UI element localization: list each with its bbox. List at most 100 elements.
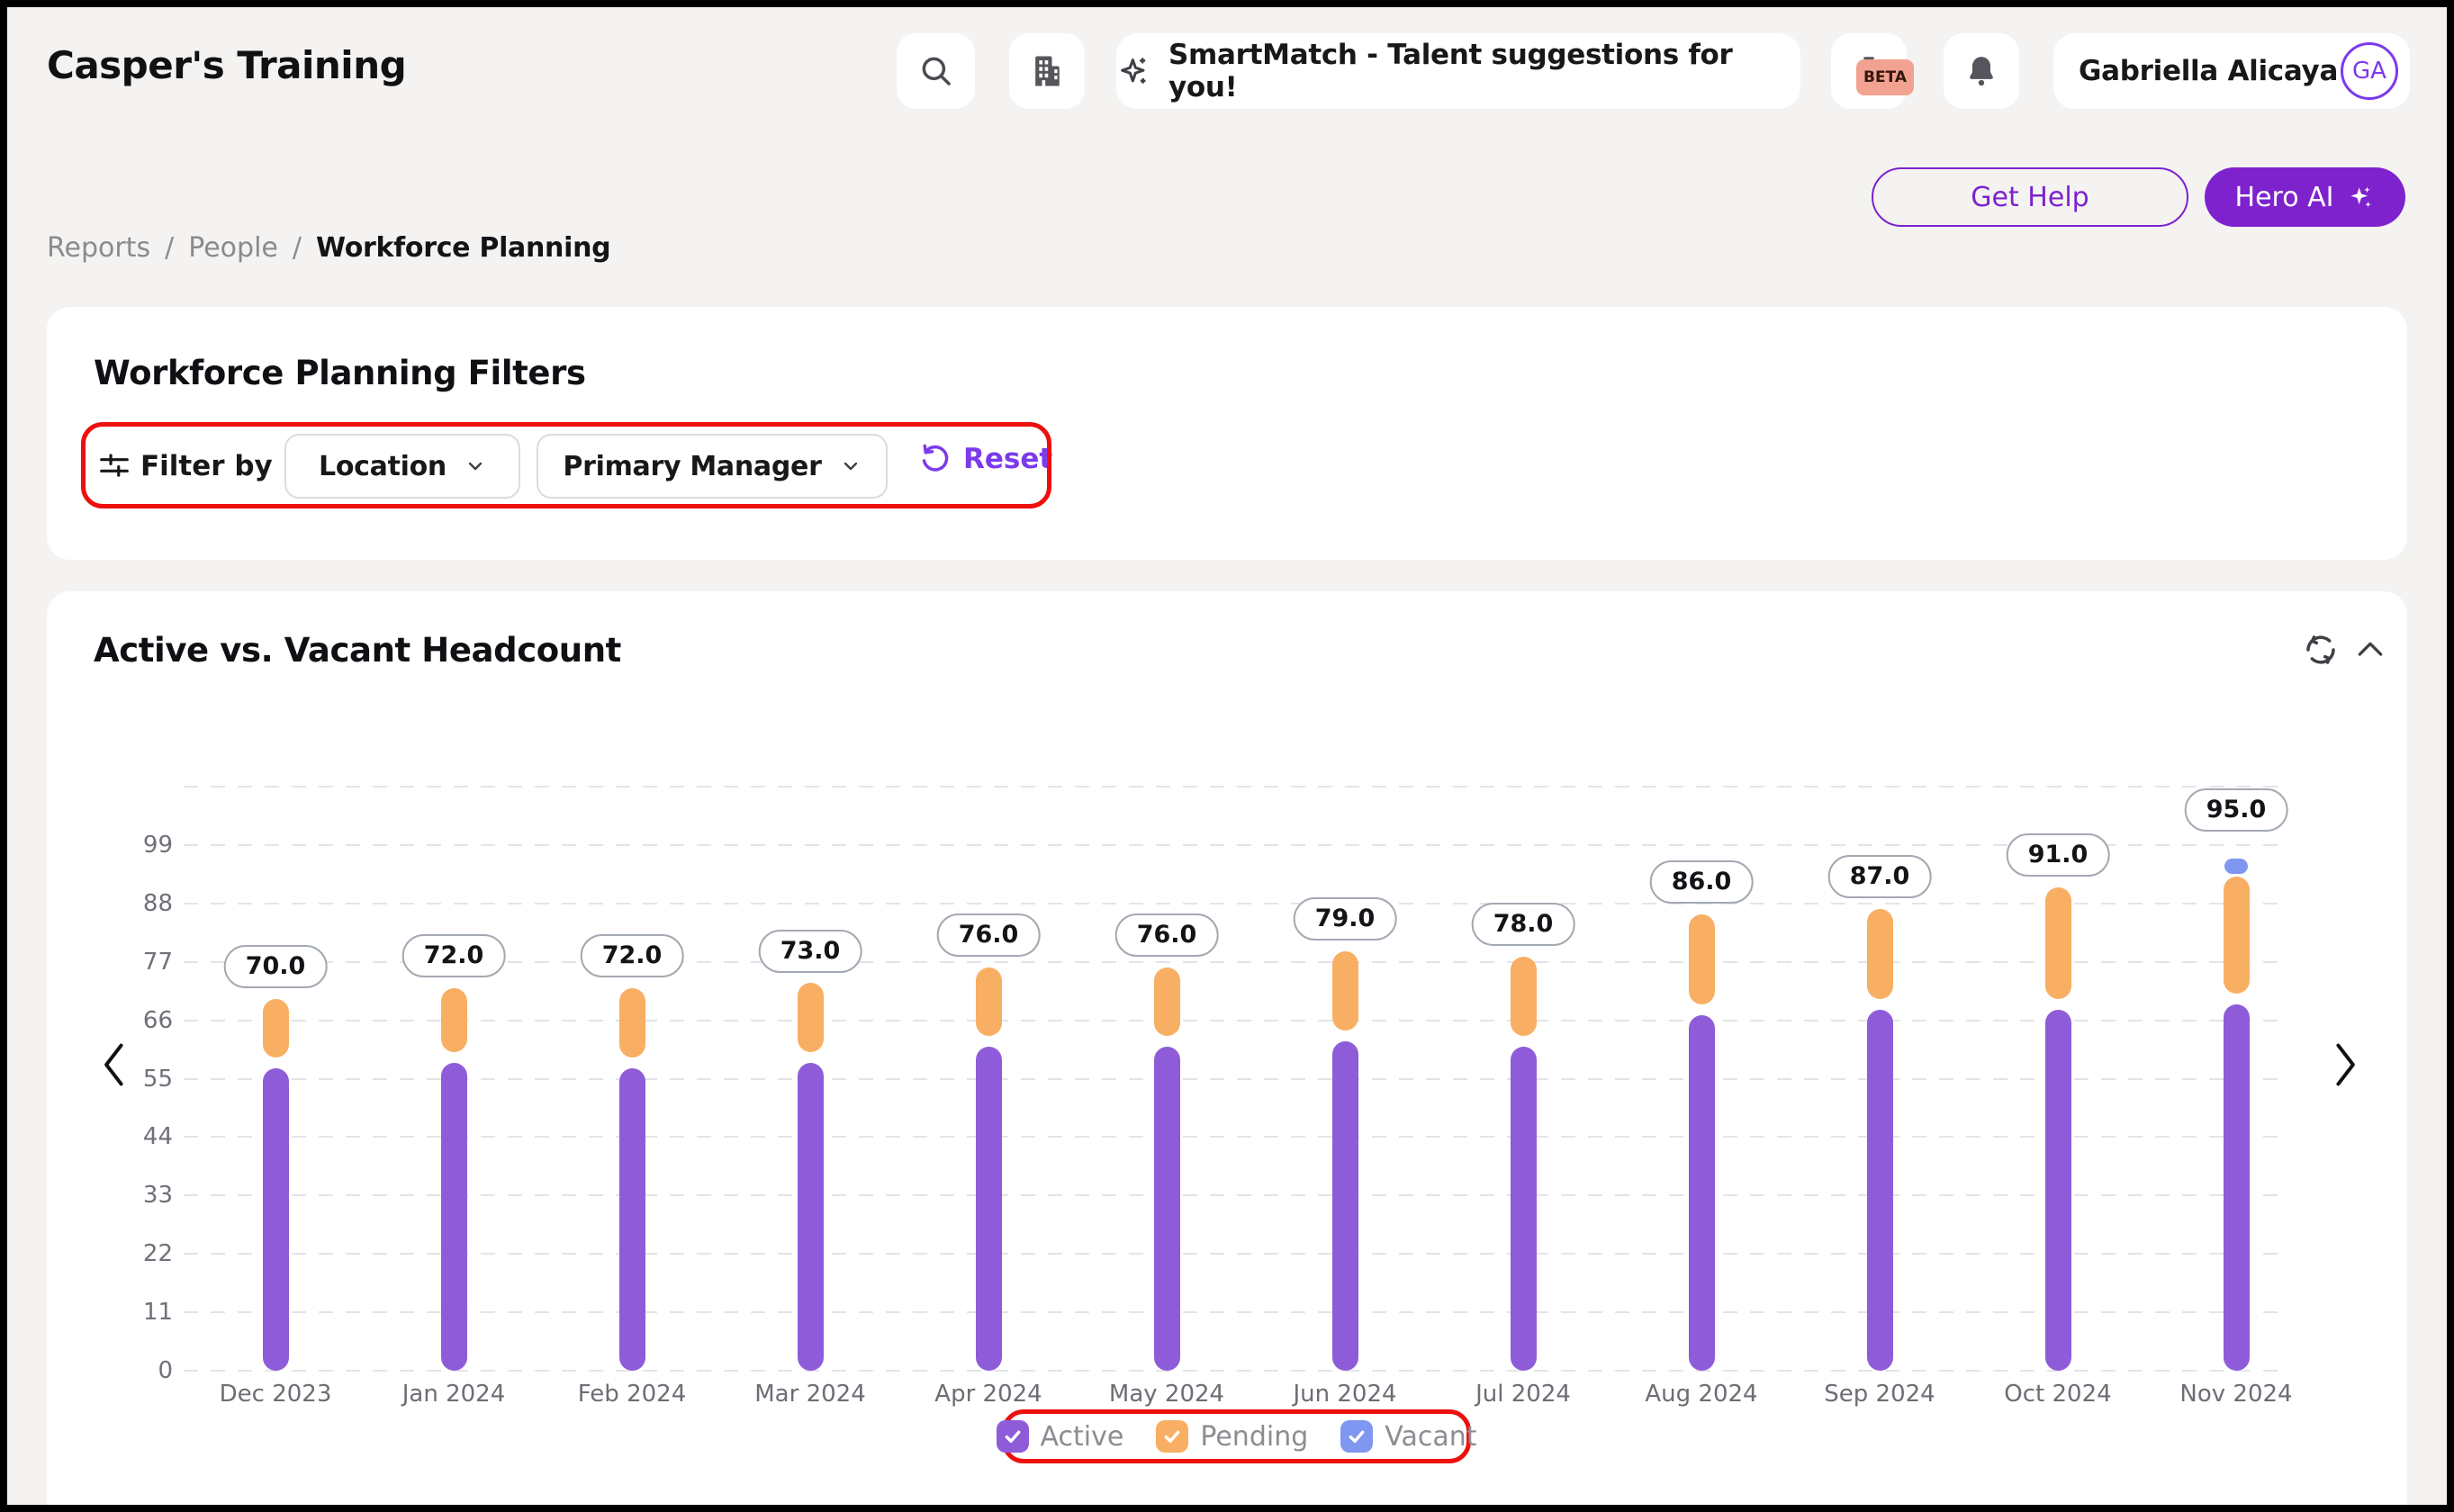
bar-active[interactable] bbox=[1689, 1015, 1715, 1371]
bar-active[interactable] bbox=[1154, 1047, 1180, 1371]
smartmatch-banner[interactable]: SmartMatch - Talent suggestions for you! bbox=[1116, 33, 1800, 109]
search-icon bbox=[917, 52, 955, 90]
x-tick-label: Jun 2024 bbox=[1255, 1380, 1435, 1408]
bar-active[interactable] bbox=[619, 1068, 645, 1371]
legend-checkbox[interactable] bbox=[1340, 1420, 1373, 1453]
legend-checkbox[interactable] bbox=[997, 1420, 1029, 1453]
gridline bbox=[184, 1020, 2290, 1022]
chart-next-button[interactable] bbox=[2326, 1040, 2362, 1090]
x-tick-label: Apr 2024 bbox=[898, 1380, 1078, 1408]
total-label-pill: 72.0 bbox=[581, 934, 684, 977]
total-label-pill: 87.0 bbox=[1828, 855, 1932, 898]
primary-manager-dropdown-label: Primary Manager bbox=[563, 451, 821, 482]
get-help-label: Get Help bbox=[1971, 182, 2089, 213]
app-title: Casper's Training bbox=[47, 43, 406, 87]
bell-icon bbox=[1963, 53, 1999, 89]
total-label-pill: 70.0 bbox=[224, 945, 328, 988]
legend-checkbox[interactable] bbox=[1156, 1420, 1188, 1453]
bar-pending[interactable] bbox=[1511, 957, 1537, 1037]
x-tick-label: Oct 2024 bbox=[1968, 1380, 2148, 1408]
gridline bbox=[184, 1311, 2290, 1313]
breadcrumb-separator: / bbox=[165, 232, 174, 264]
chart-prev-button[interactable] bbox=[97, 1040, 133, 1090]
sparkle-icon bbox=[1116, 53, 1152, 89]
x-tick-label: Nov 2024 bbox=[2146, 1380, 2326, 1408]
y-tick-label: 33 bbox=[74, 1181, 173, 1210]
search-button[interactable] bbox=[897, 33, 975, 109]
bar-active[interactable] bbox=[2224, 1004, 2250, 1371]
bar-vacant[interactable] bbox=[2224, 859, 2248, 874]
bar-pending[interactable] bbox=[2045, 887, 2071, 999]
page: Casper's Training SmartMatch - Talent su… bbox=[7, 7, 2447, 1505]
gridline bbox=[184, 1194, 2290, 1196]
total-label-pill: 76.0 bbox=[1115, 914, 1219, 957]
location-dropdown-label: Location bbox=[319, 451, 447, 482]
bar-pending[interactable] bbox=[1154, 968, 1180, 1037]
y-tick-label: 88 bbox=[74, 889, 173, 918]
reset-icon bbox=[918, 442, 952, 476]
bar-active[interactable] bbox=[1332, 1041, 1358, 1371]
screenshot-frame: Casper's Training SmartMatch - Talent su… bbox=[0, 0, 2454, 1512]
gridline bbox=[184, 786, 2290, 788]
primary-manager-dropdown[interactable]: Primary Manager bbox=[537, 434, 888, 499]
hero-ai-button[interactable]: Hero AI bbox=[2205, 167, 2405, 227]
gridline bbox=[184, 844, 2290, 846]
gridline bbox=[184, 1078, 2290, 1080]
get-help-button[interactable]: Get Help bbox=[1872, 167, 2188, 227]
total-label-pill: 79.0 bbox=[1294, 897, 1397, 940]
total-label-pill: 78.0 bbox=[1472, 903, 1575, 946]
x-tick-label: Dec 2023 bbox=[185, 1380, 365, 1408]
notifications-button[interactable] bbox=[1944, 33, 2019, 109]
user-menu[interactable]: Gabriella Alicaya GA bbox=[2053, 33, 2410, 109]
bar-active[interactable] bbox=[976, 1047, 1002, 1371]
plot-area: 011223344556677889970.0Dec 202372.0Jan 2… bbox=[47, 591, 2407, 1505]
sparkle-icon bbox=[2346, 183, 2375, 212]
hero-ai-label: Hero AI bbox=[2235, 182, 2334, 213]
y-tick-label: 99 bbox=[74, 831, 173, 860]
bar-active[interactable] bbox=[1511, 1047, 1537, 1371]
x-tick-label: Jan 2024 bbox=[364, 1380, 544, 1408]
avatar: GA bbox=[2341, 42, 2398, 100]
gridline bbox=[184, 1370, 2290, 1372]
bar-pending[interactable] bbox=[1689, 914, 1715, 1004]
user-name: Gabriella Alicaya bbox=[2079, 55, 2338, 87]
building-icon bbox=[1027, 51, 1067, 91]
total-label-pill: 76.0 bbox=[937, 914, 1041, 957]
legend-item: Active bbox=[997, 1420, 1124, 1453]
beta-badge: BETA bbox=[1856, 59, 1914, 95]
bar-pending[interactable] bbox=[1332, 951, 1358, 1031]
chart-legend: ActivePendingVacant bbox=[997, 1420, 1477, 1453]
smartmatch-text: SmartMatch - Talent suggestions for you! bbox=[1168, 39, 1800, 104]
breadcrumb: Reports / People / Workforce Planning bbox=[47, 232, 610, 264]
filters-card: Workforce Planning Filters Filter by Loc… bbox=[47, 307, 2407, 560]
bar-pending[interactable] bbox=[2224, 877, 2250, 994]
chevron-down-icon bbox=[840, 455, 862, 477]
bar-pending[interactable] bbox=[263, 999, 289, 1058]
y-tick-label: 66 bbox=[74, 1006, 173, 1035]
bar-active[interactable] bbox=[1867, 1010, 1893, 1371]
total-label-pill: 95.0 bbox=[2185, 788, 2288, 832]
location-dropdown[interactable]: Location bbox=[284, 434, 520, 499]
company-button[interactable] bbox=[1009, 33, 1085, 109]
bar-active[interactable] bbox=[263, 1068, 289, 1371]
bar-active[interactable] bbox=[798, 1063, 824, 1371]
bar-pending[interactable] bbox=[976, 968, 1002, 1037]
total-label-pill: 73.0 bbox=[759, 930, 862, 973]
filter-by-label: Filter by bbox=[140, 450, 273, 482]
bar-pending[interactable] bbox=[441, 988, 467, 1052]
legend-item: Pending bbox=[1156, 1420, 1308, 1453]
x-tick-label: Mar 2024 bbox=[720, 1380, 900, 1408]
breadcrumb-reports[interactable]: Reports bbox=[47, 232, 150, 264]
gridline bbox=[184, 1253, 2290, 1255]
reset-filters-button[interactable]: Reset bbox=[918, 442, 1052, 476]
x-tick-label: Aug 2024 bbox=[1611, 1380, 1791, 1408]
bar-pending[interactable] bbox=[1867, 909, 1893, 999]
bar-pending[interactable] bbox=[619, 988, 645, 1058]
legend-label: Active bbox=[1041, 1421, 1124, 1453]
breadcrumb-people[interactable]: People bbox=[188, 232, 278, 264]
legend-label: Pending bbox=[1200, 1421, 1308, 1453]
bar-pending[interactable] bbox=[798, 983, 824, 1052]
bar-active[interactable] bbox=[2045, 1010, 2071, 1371]
breadcrumb-current: Workforce Planning bbox=[316, 232, 610, 264]
bar-active[interactable] bbox=[441, 1063, 467, 1371]
